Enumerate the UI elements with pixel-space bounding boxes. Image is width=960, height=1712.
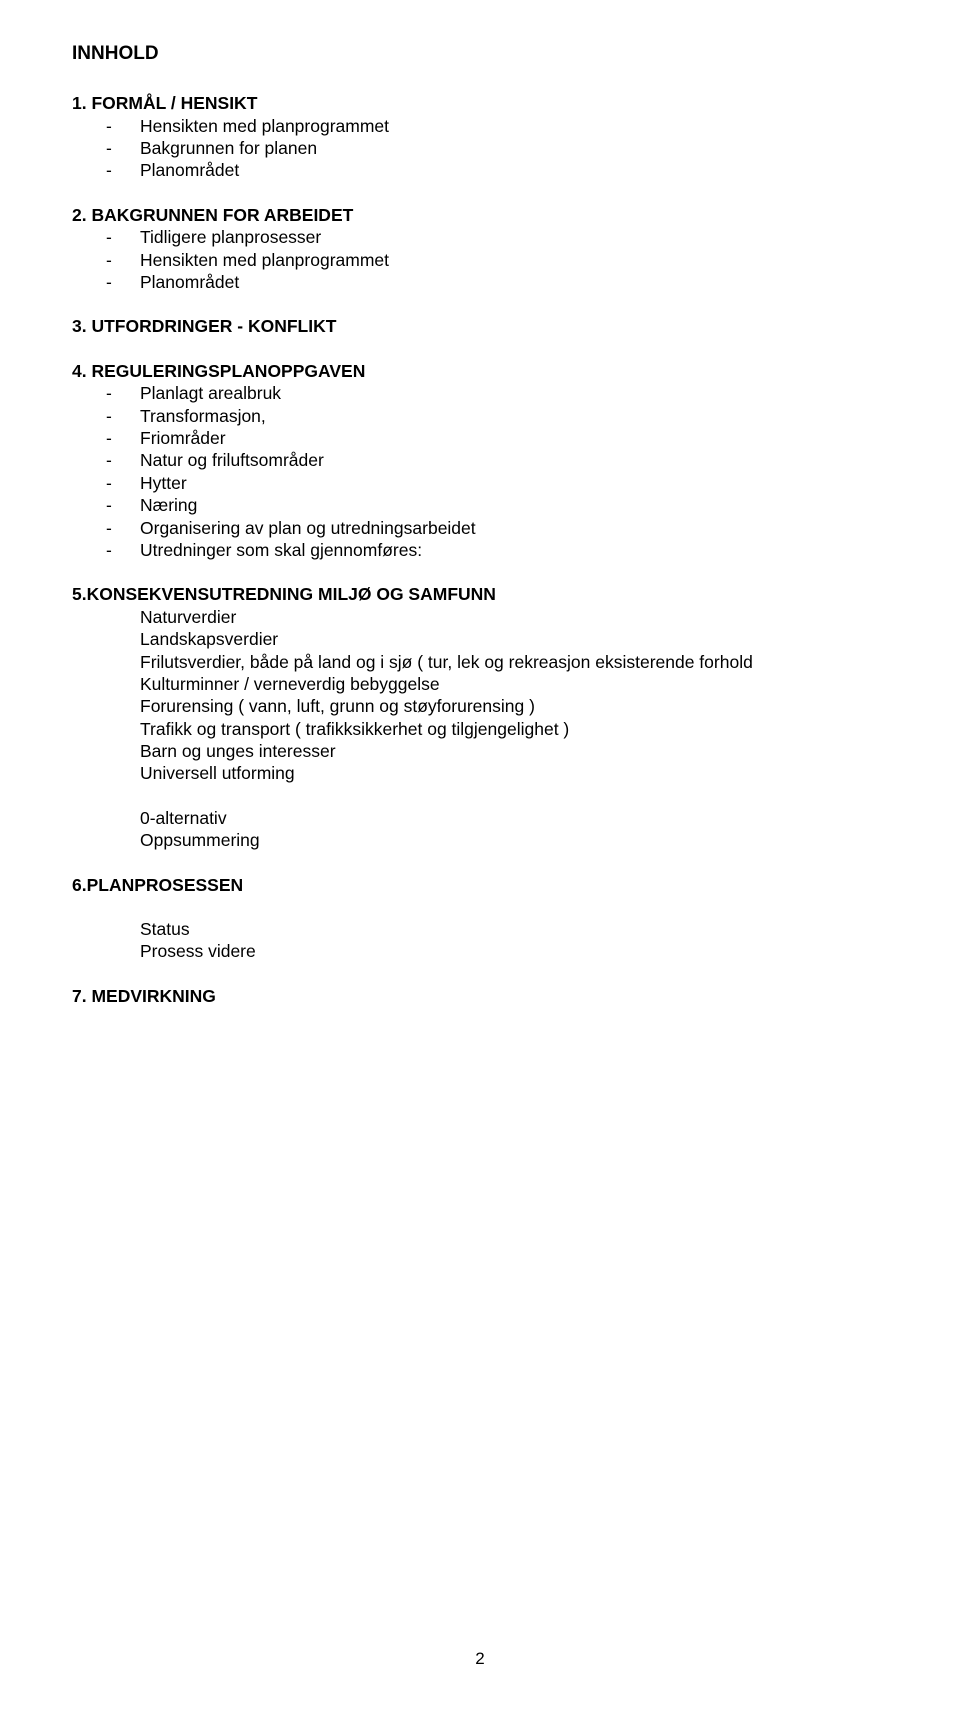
bullet-list-4: - Planlagt arealbruk - Transformasjon, -… — [106, 382, 888, 561]
bullet-text: Næring — [140, 494, 888, 516]
plain-line: Kulturminner / verneverdig bebyggelse — [140, 673, 888, 695]
list-item: - Tidligere planprosesser — [106, 226, 888, 248]
bullet-text: Hensikten med planprogrammet — [140, 249, 888, 271]
bullet-text: Planlagt arealbruk — [140, 382, 888, 404]
page-number: 2 — [0, 1648, 960, 1670]
list-item: - Transformasjon, — [106, 405, 888, 427]
section-heading-1: 1. FORMÅL / HENSIKT — [72, 92, 888, 114]
bullet-dash: - — [106, 382, 140, 404]
list-item: - Utredninger som skal gjennomføres: — [106, 539, 888, 561]
list-item: - Næring — [106, 494, 888, 516]
plain-line: Barn og unges interesser — [140, 740, 888, 762]
plain-line: Universell utforming — [140, 762, 888, 784]
document-title: INNHOLD — [72, 42, 888, 66]
list-item: - Planområdet — [106, 271, 888, 293]
bullet-dash: - — [106, 472, 140, 494]
list-item: - Planlagt arealbruk — [106, 382, 888, 404]
plain-line: Prosess videre — [140, 940, 888, 962]
section-heading-2: 2. BAKGRUNNEN FOR ARBEIDET — [72, 204, 888, 226]
bullet-list-2: - Tidligere planprosesser - Hensikten me… — [106, 226, 888, 293]
bullet-text: Natur og friluftsområder — [140, 449, 888, 471]
plain-line: Status — [140, 918, 888, 940]
plain-line: Trafikk og transport ( trafikksikkerhet … — [140, 718, 888, 740]
section-heading-6: 6.PLANPROSESSEN — [72, 874, 888, 896]
section-heading-4: 4. REGULERINGSPLANOPPGAVEN — [72, 360, 888, 382]
bullet-text: Hensikten med planprogrammet — [140, 115, 888, 137]
bullet-dash: - — [106, 271, 140, 293]
plain-line: Landskapsverdier — [140, 628, 888, 650]
plain-line: Naturverdier — [140, 606, 888, 628]
plain-block-5a: Naturverdier Landskapsverdier Frilutsver… — [140, 606, 888, 785]
bullet-dash: - — [106, 494, 140, 516]
bullet-text: Friområder — [140, 427, 888, 449]
section-heading-7: 7. MEDVIRKNING — [72, 985, 888, 1007]
bullet-dash: - — [106, 405, 140, 427]
bullet-text: Organisering av plan og utredningsarbeid… — [140, 517, 888, 539]
section-heading-3: 3. UTFORDRINGER - KONFLIKT — [72, 315, 888, 337]
bullet-text: Transformasjon, — [140, 405, 888, 427]
bullet-dash: - — [106, 159, 140, 181]
bullet-dash: - — [106, 137, 140, 159]
bullet-text: Planområdet — [140, 159, 888, 181]
bullet-dash: - — [106, 249, 140, 271]
list-item: - Hytter — [106, 472, 888, 494]
list-item: - Planområdet — [106, 159, 888, 181]
bullet-dash: - — [106, 449, 140, 471]
bullet-dash: - — [106, 517, 140, 539]
list-item: - Natur og friluftsområder — [106, 449, 888, 471]
plain-line: 0-alternativ — [140, 807, 888, 829]
bullet-text: Utredninger som skal gjennomføres: — [140, 539, 888, 561]
list-item: - Friområder — [106, 427, 888, 449]
list-item: - Hensikten med planprogrammet — [106, 115, 888, 137]
list-item: - Bakgrunnen for planen — [106, 137, 888, 159]
section-heading-5: 5.KONSEKVENSUTREDNING MILJØ OG SAMFUNN — [72, 583, 888, 605]
list-item: - Hensikten med planprogrammet — [106, 249, 888, 271]
bullet-dash: - — [106, 539, 140, 561]
bullet-dash: - — [106, 115, 140, 137]
list-item: - Organisering av plan og utredningsarbe… — [106, 517, 888, 539]
bullet-text: Tidligere planprosesser — [140, 226, 888, 248]
bullet-dash: - — [106, 427, 140, 449]
bullet-list-1: - Hensikten med planprogrammet - Bakgrun… — [106, 115, 888, 182]
plain-block-6: Status Prosess videre — [140, 918, 888, 963]
bullet-dash: - — [106, 226, 140, 248]
plain-line: Frilutsverdier, både på land og i sjø ( … — [140, 651, 888, 673]
bullet-text: Hytter — [140, 472, 888, 494]
plain-block-5b: 0-alternativ Oppsummering — [140, 807, 888, 852]
plain-line: Forurensing ( vann, luft, grunn og støyf… — [140, 695, 888, 717]
bullet-text: Bakgrunnen for planen — [140, 137, 888, 159]
plain-line: Oppsummering — [140, 829, 888, 851]
bullet-text: Planområdet — [140, 271, 888, 293]
